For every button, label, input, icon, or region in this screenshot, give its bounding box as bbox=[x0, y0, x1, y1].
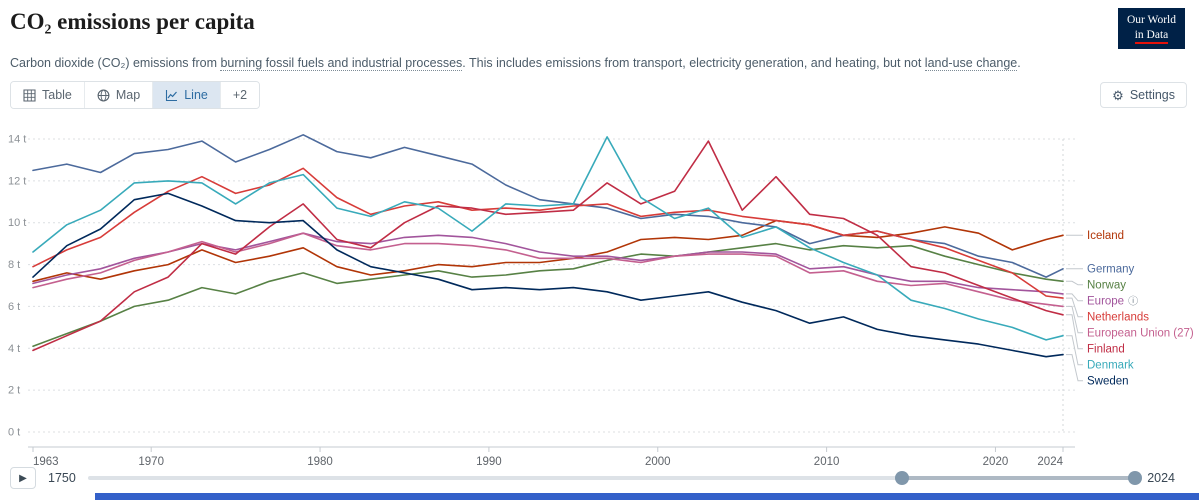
series-label-denmark[interactable]: Denmark bbox=[1087, 360, 1134, 372]
gear-icon: ⚙ bbox=[1112, 87, 1124, 103]
y-axis-tick-label: 10 t bbox=[8, 218, 26, 230]
x-axis-tick-label: 2024 bbox=[1037, 456, 1063, 467]
y-axis-tick-label: 14 t bbox=[8, 134, 26, 146]
timeline-end-label: 2024 bbox=[1147, 471, 1175, 485]
tab-table-label: Table bbox=[42, 88, 72, 103]
subtitle-link-fossil-fuels[interactable]: burning fossil fuels and industrial proc… bbox=[220, 55, 463, 71]
series-line-netherlands[interactable] bbox=[32, 167, 1064, 300]
settings-button-label: Settings bbox=[1129, 88, 1175, 103]
y-axis-tick-label: 2 t bbox=[8, 385, 20, 397]
subtitle-text: Carbon dioxide (CO₂) emissions from bbox=[10, 55, 221, 70]
bottom-blue-bar bbox=[95, 493, 1199, 500]
owid-logo-line2: in Data bbox=[1134, 28, 1169, 44]
tab-more-charts-label: +2 bbox=[232, 88, 248, 103]
series-label-sweden[interactable]: Sweden bbox=[1087, 376, 1129, 388]
x-axis-tick-label: 2020 bbox=[983, 456, 1009, 467]
series-label-europe[interactable]: Europe ⓘ bbox=[1087, 296, 1138, 308]
tab-more-charts[interactable]: +2 bbox=[219, 82, 260, 109]
series-label-connector bbox=[1066, 293, 1083, 302]
series-label-connector bbox=[1066, 314, 1083, 350]
subtitle-text: . This includes emissions from transport… bbox=[462, 55, 925, 70]
owid-logo[interactable]: Our World in Data bbox=[1117, 8, 1185, 49]
series-label-germany[interactable]: Germany bbox=[1087, 264, 1135, 276]
series-label-connector bbox=[1066, 354, 1083, 382]
page-title: CO₂ emissions per capita bbox=[10, 9, 255, 34]
y-axis-tick-label: 8 t bbox=[8, 259, 20, 271]
y-axis-tick-label: 4 t bbox=[8, 343, 20, 355]
slider-end-handle[interactable] bbox=[1128, 471, 1143, 485]
series-line-denmark[interactable] bbox=[32, 136, 1064, 342]
series-label-netherlands[interactable]: Netherlands bbox=[1087, 312, 1149, 324]
series-label-european-union-27[interactable]: European Union (27) bbox=[1087, 328, 1194, 340]
slider-start-handle[interactable] bbox=[895, 471, 909, 485]
slider-selected-range[interactable] bbox=[902, 476, 1136, 480]
owid-logo-line1: Our World bbox=[1126, 14, 1176, 26]
subtitle-link-land-use-change[interactable]: land-use change bbox=[924, 55, 1018, 71]
tab-table[interactable]: Table bbox=[11, 82, 84, 109]
tab-map-label: Map bbox=[115, 88, 141, 103]
x-axis-tick-label: 1990 bbox=[476, 456, 502, 467]
series-label-connector bbox=[1066, 306, 1083, 334]
tab-map[interactable]: Map bbox=[83, 82, 153, 109]
chart-header: CO₂ emissions per capita Our World in Da… bbox=[0, 0, 1199, 72]
series-label-finland[interactable]: Finland bbox=[1087, 344, 1125, 356]
timeline-controls: ▶ 1750 2024 bbox=[0, 466, 1199, 490]
x-axis-tick-label: 2010 bbox=[814, 456, 840, 467]
tab-line-label: Line bbox=[184, 88, 208, 103]
series-line-sweden[interactable] bbox=[32, 192, 1064, 358]
chart-subtitle: Carbon dioxide (CO₂) emissions from burn… bbox=[10, 55, 1187, 73]
settings-button[interactable]: ⚙ Settings bbox=[1100, 82, 1187, 109]
x-axis-tick-label: 1970 bbox=[138, 456, 164, 467]
series-line-iceland[interactable] bbox=[32, 220, 1064, 283]
series-line-finland[interactable] bbox=[32, 140, 1064, 352]
series-label-iceland[interactable]: Iceland bbox=[1087, 230, 1124, 242]
info-icon[interactable]: ⓘ bbox=[1128, 296, 1138, 308]
series-line-european-union-27[interactable] bbox=[32, 232, 1064, 308]
series-line-norway[interactable] bbox=[32, 243, 1064, 348]
y-axis-tick-label: 0 t bbox=[8, 427, 20, 439]
y-axis-tick-label: 6 t bbox=[8, 301, 20, 313]
series-label-norway[interactable]: Norway bbox=[1087, 280, 1126, 292]
play-icon: ▶ bbox=[19, 472, 27, 484]
x-axis-tick-label: 1980 bbox=[307, 456, 333, 467]
line-chart-icon bbox=[166, 89, 178, 101]
line-chart-plot[interactable]: 0 t 2 t 4 t 6 t 8 t 10 t 12 t 14 t 1963 1970 1980 1… bbox=[0, 115, 1199, 468]
series-label-connector bbox=[1066, 297, 1083, 318]
y-axis-tick-label: 12 t bbox=[8, 176, 26, 188]
x-axis-tick-label: 1963 bbox=[33, 456, 59, 467]
subtitle-text: . bbox=[1017, 55, 1021, 70]
series-label-connector bbox=[1066, 281, 1083, 286]
view-tab-group: Table Map Line +2 bbox=[10, 81, 261, 110]
tab-line[interactable]: Line bbox=[152, 82, 220, 109]
chart-controls: Table Map Line +2 ⚙ Settings bbox=[0, 72, 1199, 115]
timeline-slider[interactable] bbox=[87, 471, 1143, 485]
x-axis-tick-label: 2000 bbox=[645, 456, 671, 467]
series-label-connector bbox=[1066, 335, 1083, 366]
table-icon bbox=[23, 89, 36, 102]
timeline-start-label: 1750 bbox=[48, 471, 76, 485]
play-button[interactable]: ▶ bbox=[10, 467, 36, 489]
globe-icon bbox=[97, 89, 110, 102]
slider-track[interactable] bbox=[87, 476, 1136, 480]
